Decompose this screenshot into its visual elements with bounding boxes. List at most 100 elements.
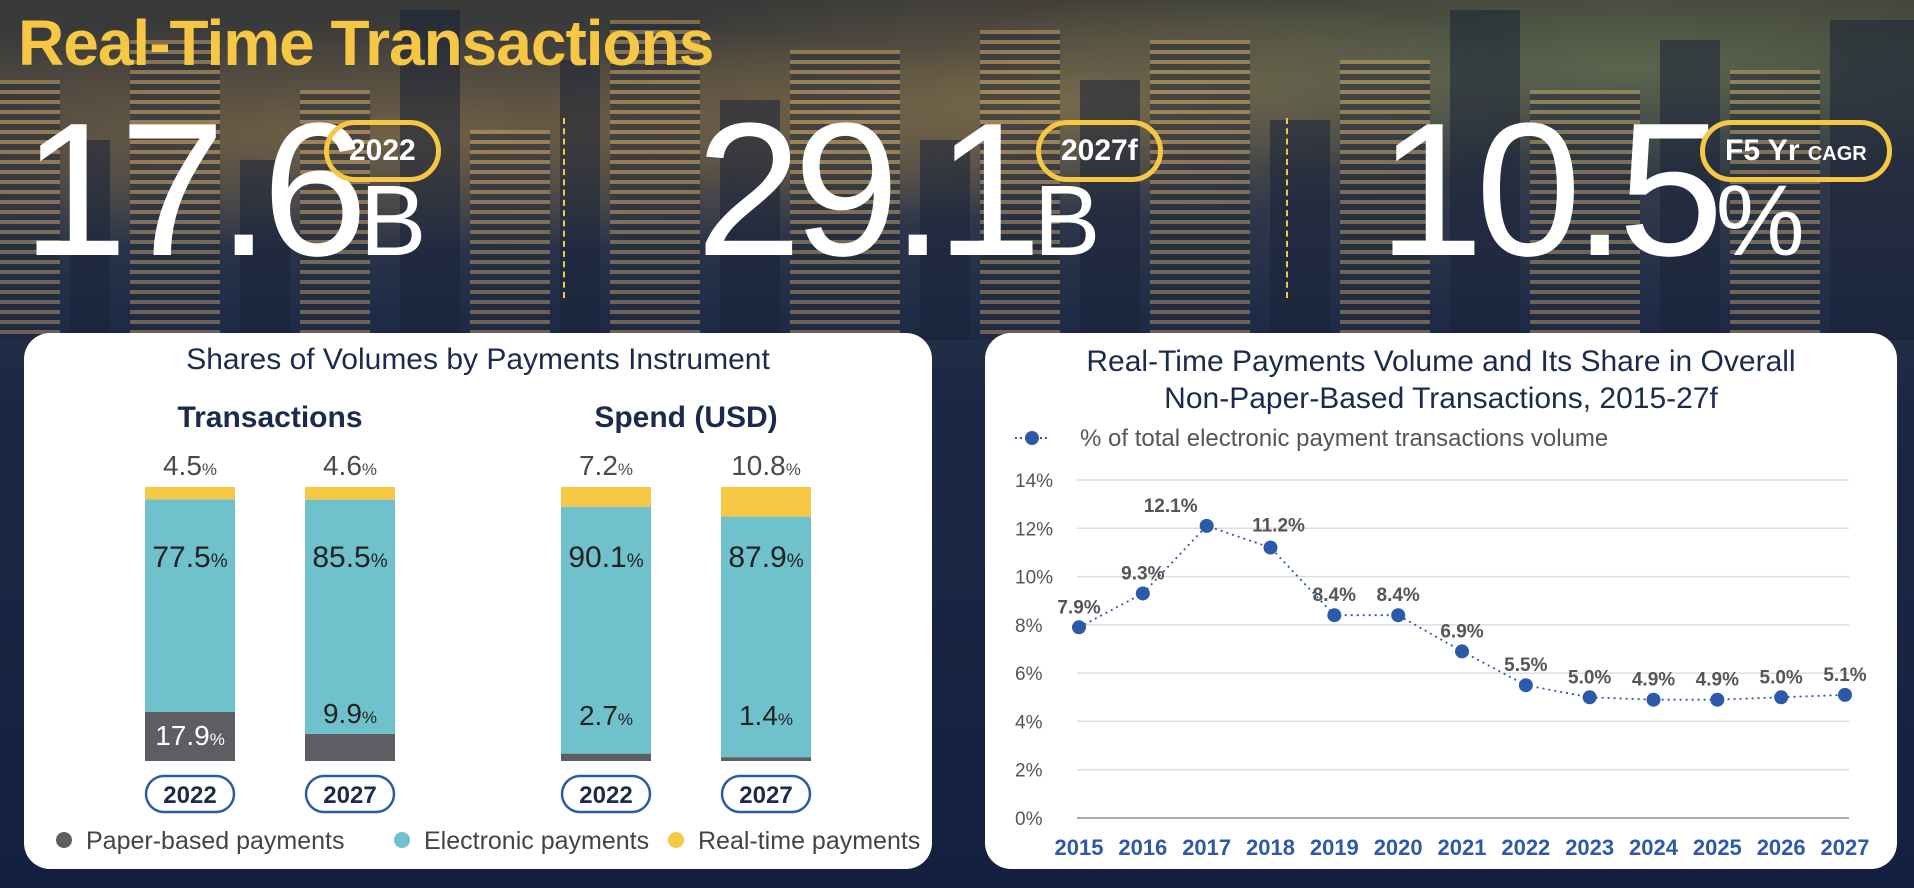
- bar-segment-electronic-payments: [145, 499, 235, 712]
- building-silhouette: [790, 50, 900, 340]
- kpi-unit: B: [1033, 165, 1101, 277]
- shares-panel: Shares of Volumes by Payments Instrument…: [24, 333, 932, 869]
- building-silhouette: [470, 130, 550, 340]
- data-point: [1327, 608, 1342, 623]
- chart-title: Shares of Volumes by Payments Instrument: [186, 343, 770, 376]
- data-point: [1455, 644, 1469, 659]
- data-label: 4.9%: [1632, 670, 1675, 691]
- chart-title-line-1: Real-Time Payments Volume and Its Share …: [1086, 345, 1796, 378]
- y-tick-label: 0%: [1015, 809, 1043, 830]
- x-tick-label: 2027: [1821, 835, 1870, 860]
- x-tick-label: 2026: [1757, 835, 1806, 860]
- x-tick-label: 2019: [1310, 835, 1359, 860]
- electronic-label: 85.5%: [312, 541, 387, 574]
- y-tick-label: 10%: [1015, 568, 1053, 589]
- year-pill: [144, 774, 236, 814]
- data-label: 8.4%: [1377, 585, 1420, 606]
- legend-marker: [394, 832, 410, 848]
- building-silhouette: [70, 140, 110, 340]
- year-label: 2027: [739, 782, 792, 809]
- x-tick-label: 2025: [1693, 835, 1742, 860]
- year-label: 2022: [579, 782, 632, 809]
- kpi-tag: 2022: [324, 120, 441, 182]
- kpi-tag: 2027f: [1036, 120, 1163, 182]
- kpi-2027-volume: 29.1B 2027f: [696, 95, 1163, 285]
- realtime-share-panel: Real-Time Payments Volume and Its Share …: [985, 333, 1897, 869]
- data-point: [1199, 518, 1214, 533]
- realtime-label: 7.2%: [579, 450, 633, 481]
- data-label: 11.2%: [1252, 516, 1305, 537]
- data-label: 5.0%: [1760, 667, 1803, 688]
- y-tick-label: 8%: [1015, 616, 1043, 637]
- building-silhouette: [610, 20, 700, 340]
- stacked-bar-chart: Transactions 4.5% 77.5% 17.9% 2022 4.6% 85.5% 9…: [56, 401, 920, 855]
- legend-marker: [1025, 431, 1039, 445]
- building-silhouette: [1530, 90, 1640, 340]
- group-title: Transactions: [177, 401, 362, 434]
- building-silhouette: [1150, 40, 1250, 340]
- x-tick-label: 2024: [1629, 835, 1679, 860]
- kpi-divider: [1286, 118, 1288, 298]
- x-tick-label: 2023: [1565, 835, 1614, 860]
- line-chart: % of total electronic payment transactio…: [1015, 425, 1870, 860]
- legend-label: Paper-based payments: [86, 827, 344, 855]
- building-silhouette: [920, 140, 970, 340]
- y-tick-label: 2%: [1015, 761, 1043, 782]
- building-silhouette: [1660, 40, 1720, 340]
- bar-segment-electronic-payments: [721, 516, 811, 758]
- data-point: [1646, 692, 1661, 707]
- building-silhouette: [1270, 120, 1330, 340]
- bar-segment-electronic-payments: [561, 506, 651, 754]
- paper-label: 2.7%: [579, 700, 633, 731]
- data-point: [1774, 690, 1789, 705]
- page-title: Real-Time Transactions: [18, 7, 714, 79]
- kpi-divider: [563, 118, 565, 298]
- data-label: 8.4%: [1313, 585, 1356, 606]
- data-point: [1072, 620, 1086, 635]
- data-point: [1391, 608, 1406, 623]
- paper-label: 17.9%: [155, 720, 225, 751]
- building-silhouette: [240, 160, 290, 340]
- electronic-label: 87.9%: [728, 541, 803, 574]
- y-tick-label: 4%: [1015, 712, 1043, 733]
- bar-segment-real-time-payments: [145, 487, 235, 500]
- kpi-unit: B: [359, 165, 427, 277]
- x-tick-label: 2016: [1118, 835, 1167, 860]
- data-point: [1838, 687, 1852, 702]
- bar-segment-paper-based-payments: [721, 757, 811, 761]
- data-point: [1518, 678, 1533, 693]
- building-silhouette: [130, 40, 220, 340]
- data-label: 12.1%: [1144, 496, 1198, 517]
- x-tick-label: 2021: [1438, 835, 1487, 860]
- kpi-unit: %: [1715, 165, 1805, 277]
- legend-label: Electronic payments: [424, 827, 649, 855]
- legend-label: Real-time payments: [698, 827, 920, 855]
- realtime-label: 4.6%: [323, 450, 377, 481]
- bar-segment-real-time-payments: [721, 487, 811, 517]
- kpi-2022-volume: 17.6B 2022: [22, 95, 441, 285]
- building-silhouette: [980, 30, 1060, 340]
- kpi-number: 29.1: [696, 84, 1042, 296]
- bar-segment-paper-based-payments: [145, 711, 235, 761]
- realtime-label: 4.5%: [163, 450, 217, 481]
- data-label: 5.5%: [1504, 655, 1547, 676]
- paper-label: 9.9%: [323, 698, 377, 729]
- year-label: 2022: [163, 782, 216, 809]
- year-pill: [304, 774, 396, 814]
- electronic-label: 90.1%: [568, 541, 643, 574]
- y-tick-label: 14%: [1015, 471, 1053, 492]
- year-pill: [560, 774, 652, 814]
- building-silhouette: [1450, 10, 1520, 340]
- y-tick-label: 6%: [1015, 664, 1043, 685]
- chart-title-line-2: Non-Paper-Based Transactions, 2015-27f: [1164, 382, 1718, 415]
- chart-title: Real-Time Payments Volume and Its Share …: [985, 343, 1897, 417]
- legend-label: % of total electronic payment transactio…: [1080, 425, 1608, 452]
- paper-label: 1.4%: [739, 700, 793, 731]
- data-label: 5.1%: [1823, 665, 1866, 686]
- kpi-cagr: 10.5% F5 Yr CAGR: [1378, 95, 1892, 285]
- building-silhouette: [720, 100, 780, 340]
- building-silhouette: [1340, 60, 1430, 340]
- data-point: [1710, 692, 1725, 707]
- building-silhouette: [560, 60, 600, 340]
- data-label: 5.0%: [1568, 667, 1611, 688]
